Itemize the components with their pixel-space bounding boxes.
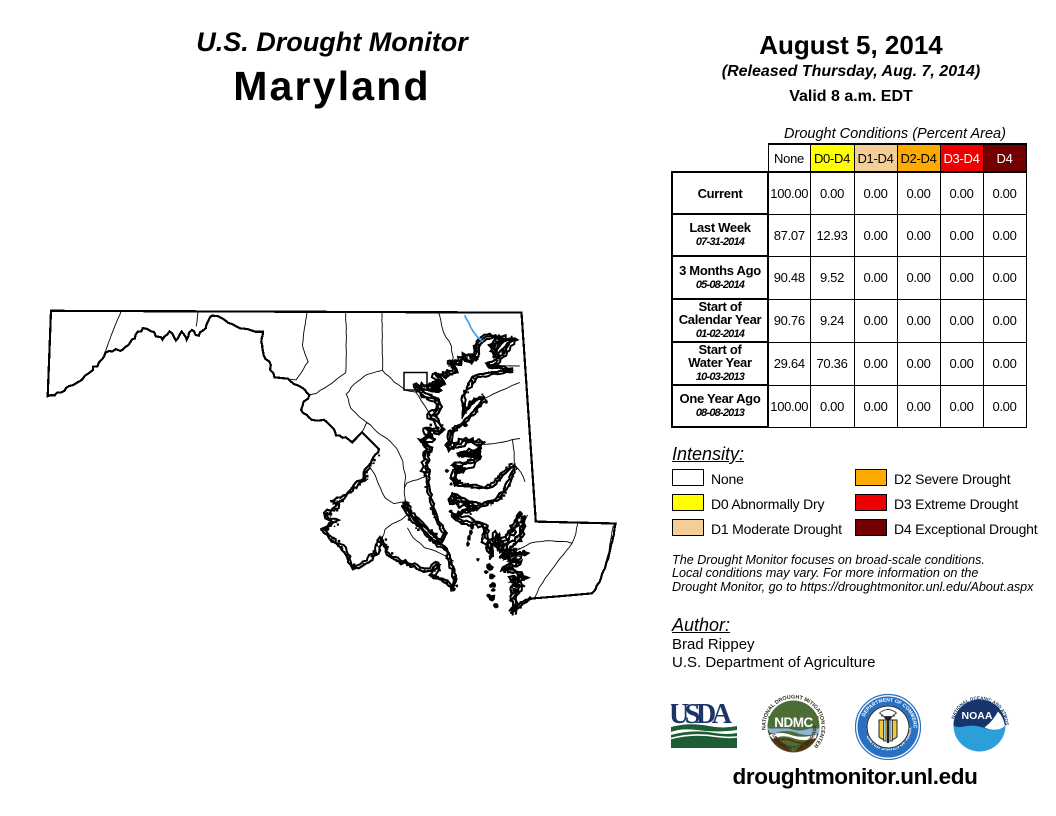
- svg-text:NOAA: NOAA: [962, 710, 993, 722]
- svg-text:NDMC: NDMC: [774, 715, 813, 730]
